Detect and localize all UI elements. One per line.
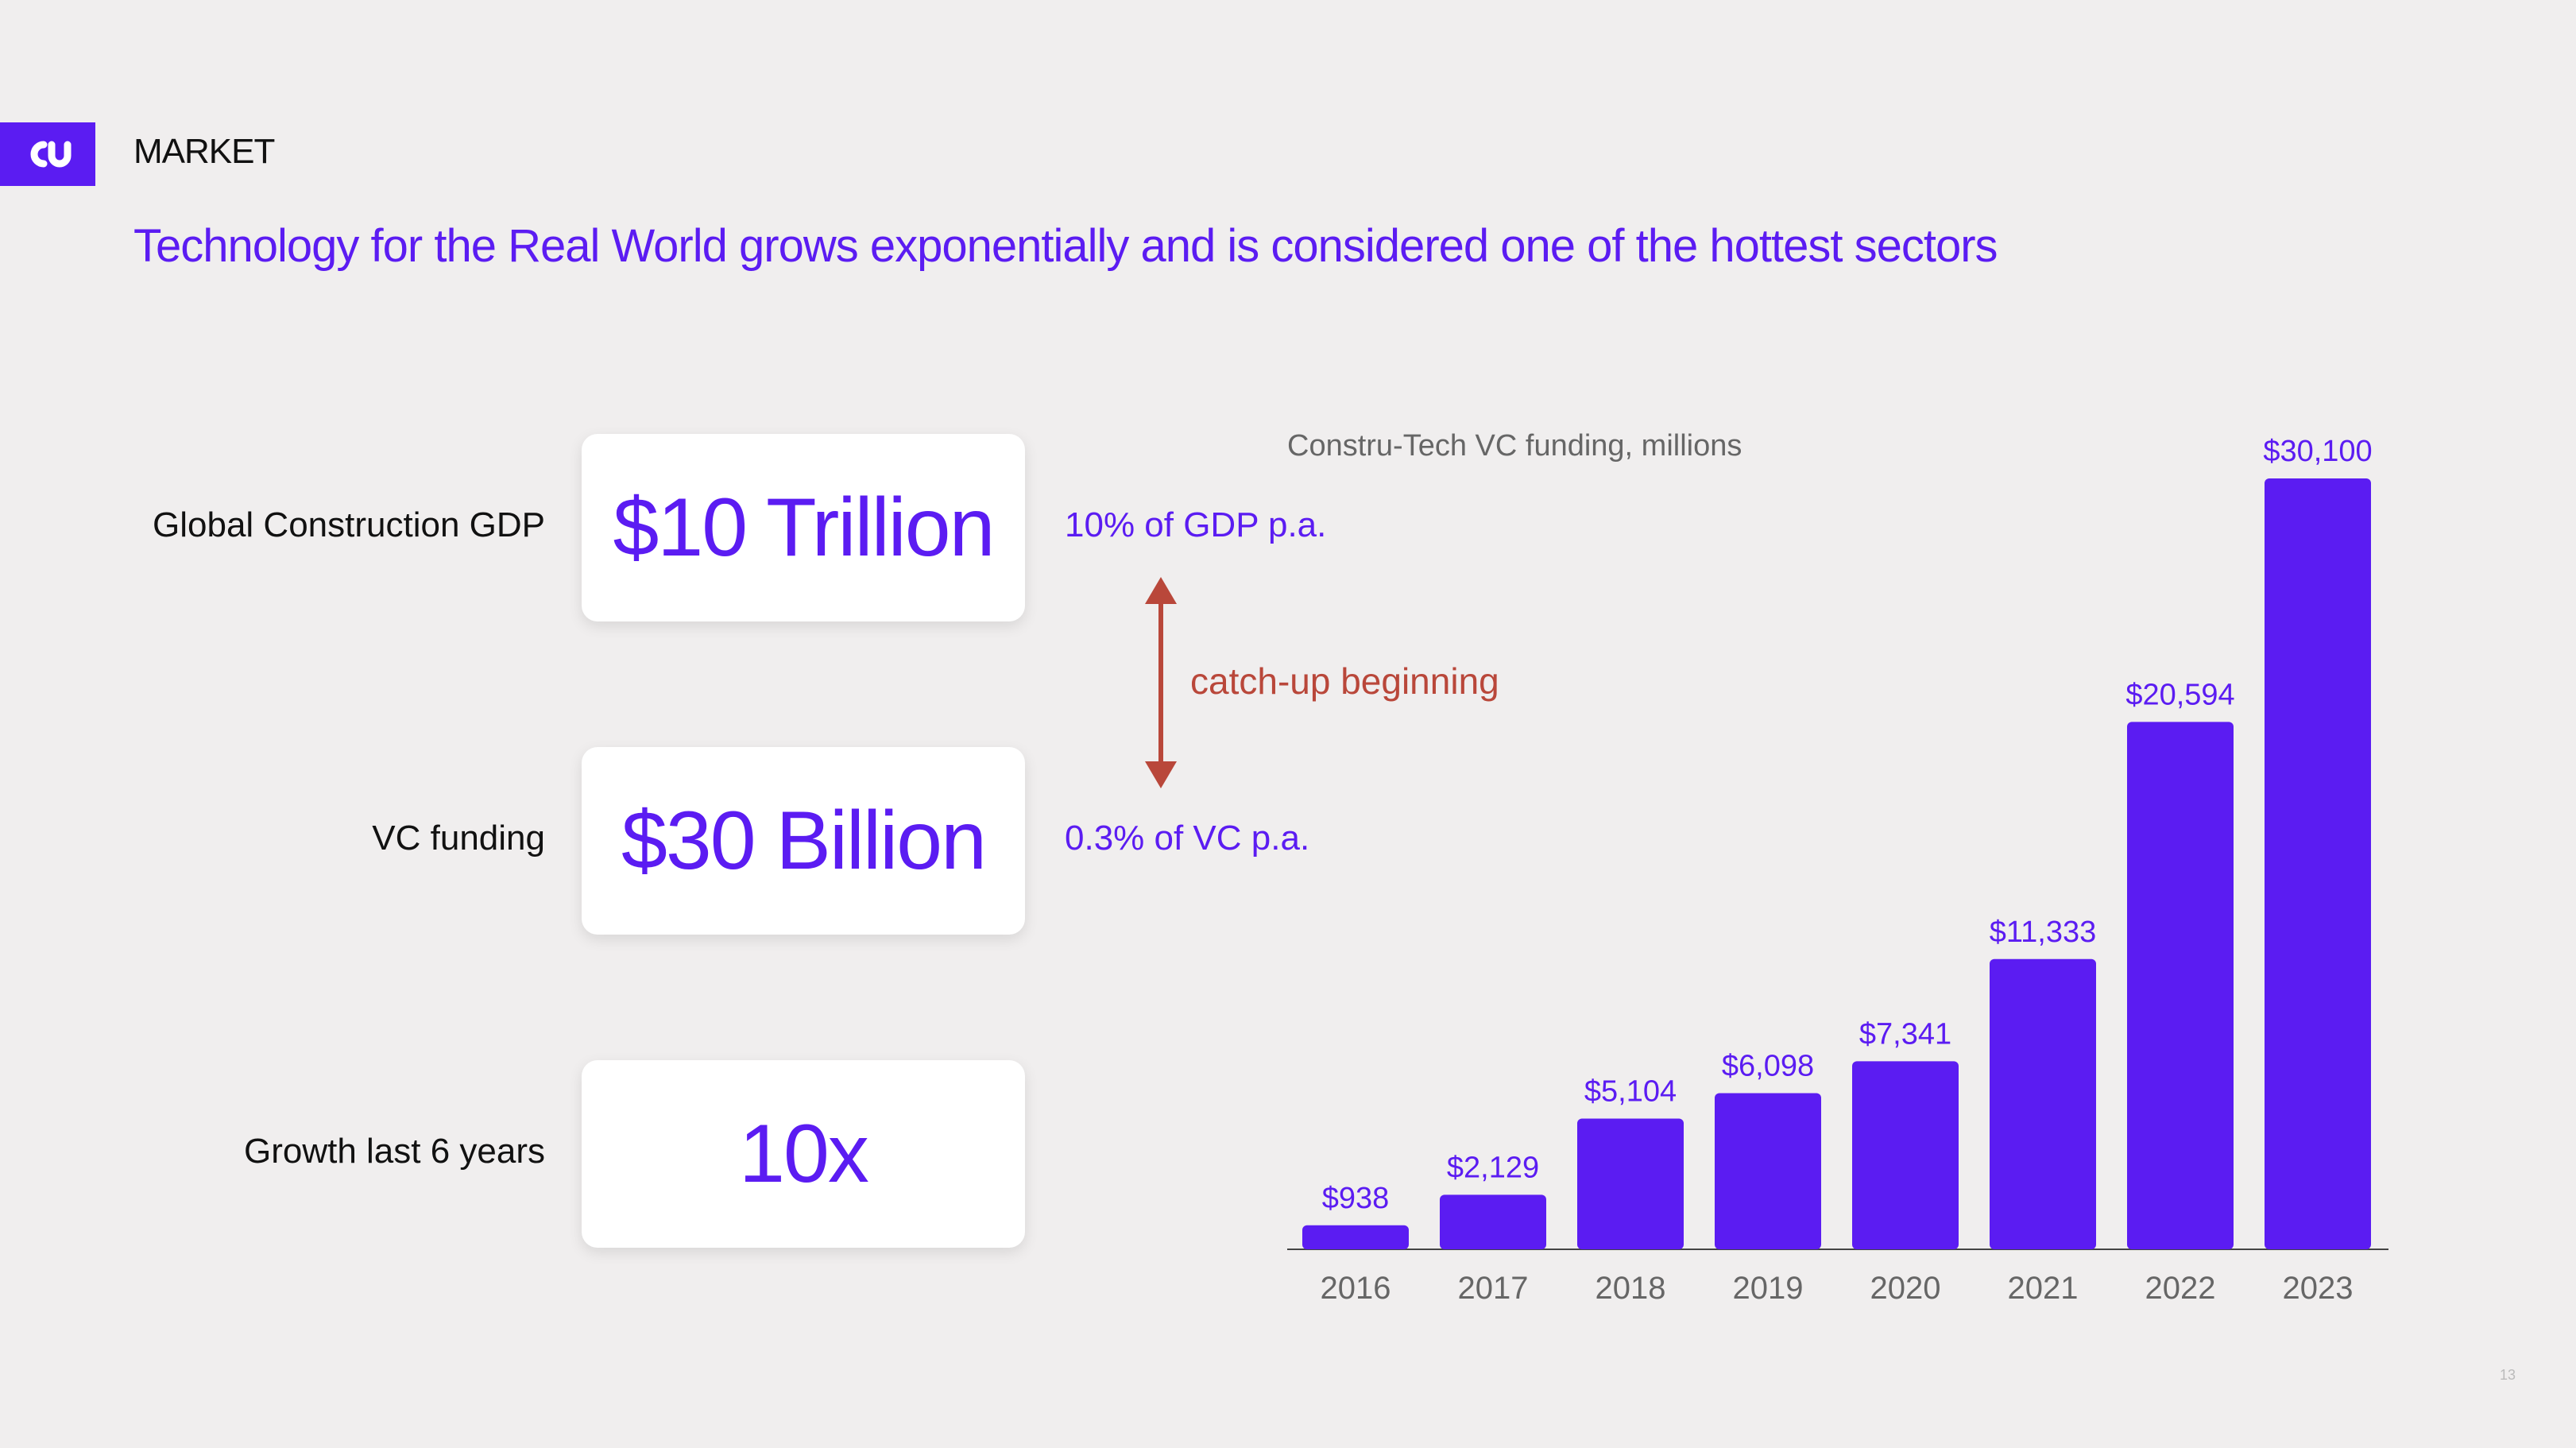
bar-2023 [2265,478,2371,1249]
bar-2016 [1302,1225,1409,1249]
x-tick-2022: 2022 [2145,1271,2216,1306]
stat-card-gdp: $10 Trillion [582,434,1025,621]
x-tick-2016: 2016 [1321,1271,1391,1306]
bar-2021 [1990,958,2096,1249]
x-tick-2019: 2019 [1733,1271,1804,1306]
chart-title: Constru-Tech VC funding, millions [1287,429,1742,463]
data-label-2016: $938 [1322,1182,1390,1215]
stat-note-gdp: 10% of GDP p.a. [1065,505,1327,544]
data-label-2020: $7,341 [1859,1017,1951,1051]
logo-mark-icon [30,141,72,168]
double-arrow-icon [1145,577,1177,788]
data-label-2017: $2,129 [1447,1151,1539,1184]
x-tick-2017: 2017 [1458,1271,1529,1306]
logo [0,122,95,186]
data-label-2018: $5,104 [1584,1075,1677,1109]
data-label-2021: $11,333 [1990,916,2097,949]
page-title: Technology for the Real World grows expo… [133,220,1998,272]
page-number: 13 [2500,1367,2516,1383]
section-label: MARKET [133,132,275,171]
stat-card-growth: 10x [582,1060,1025,1248]
stat-label-gdp: Global Construction GDP [153,505,545,544]
bar-2018 [1577,1118,1684,1249]
catchup-label: catch-up beginning [1190,660,1499,702]
x-tick-2018: 2018 [1595,1271,1666,1306]
bar-2017 [1440,1194,1546,1249]
stat-card-vc: $30 Billion [582,747,1025,935]
stat-label-growth: Growth last 6 years [243,1132,545,1171]
x-tick-2023: 2023 [2283,1271,2354,1306]
data-label-2019: $6,098 [1722,1049,1814,1082]
bar-2022 [2127,722,2234,1249]
data-label-2022: $20,594 [2125,678,2234,711]
bar-2020 [1852,1061,1959,1249]
stat-note-vc: 0.3% of VC p.a. [1065,819,1310,858]
stat-label-vc: VC funding [372,819,545,858]
x-tick-2021: 2021 [2008,1271,2079,1306]
x-tick-2020: 2020 [1870,1271,1941,1306]
data-label-2023: $30,100 [2263,435,2372,468]
bar-2019 [1715,1093,1821,1249]
